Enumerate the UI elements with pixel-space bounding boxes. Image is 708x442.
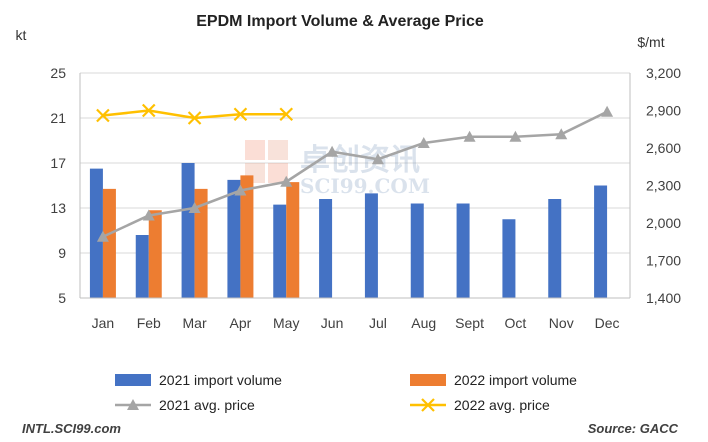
- legend-label-2021-import-volume: 2021 import volume: [159, 372, 282, 388]
- footer-source: Source: GACC: [587, 421, 678, 436]
- bar-2021-import-volume: [227, 179, 241, 298]
- legend-marker-2022-avg-price: [421, 398, 435, 412]
- legend-label-2022-avg-price: 2022 avg. price: [454, 397, 550, 413]
- marker-2021-avg-price: [142, 209, 155, 221]
- axes: 5 9 13 17 21 25 1,400 1,700 2,000 2,300 2,600 2,900…: [50, 65, 681, 331]
- marker-2021-avg-price: [96, 230, 109, 242]
- marker-2021-avg-price: [463, 130, 476, 142]
- category-label: Nov: [549, 315, 574, 331]
- right-tick-label: 1,400: [646, 290, 681, 306]
- bar-2022-import-volume: [240, 175, 254, 298]
- category-label: May: [273, 315, 299, 331]
- bar-2021-import-volume: [456, 203, 470, 298]
- left-tick-label: 25: [50, 65, 66, 81]
- marker-2021-avg-price: [371, 153, 384, 165]
- category-label: Jun: [321, 315, 344, 331]
- left-tick-label: 21: [50, 110, 66, 126]
- left-tick-label: 13: [50, 200, 66, 216]
- bar-2021-import-volume: [135, 235, 149, 298]
- marker-2021-avg-price: [417, 137, 430, 148]
- marker-2022-avg-price: [279, 107, 294, 122]
- plot-area: [89, 103, 614, 298]
- bar-2022-import-volume: [102, 188, 116, 298]
- category-label: Feb: [137, 315, 161, 331]
- left-tick-label: 17: [50, 155, 66, 171]
- marker-2021-avg-price: [326, 145, 339, 157]
- category-label: Jan: [92, 315, 115, 331]
- legend-swatch-2022-import-volume: [410, 374, 446, 386]
- right-tick-label: 2,600: [646, 140, 681, 156]
- right-tick-label: 2,300: [646, 178, 681, 194]
- left-tick-label: 5: [58, 290, 66, 306]
- marker-2021-avg-price: [234, 184, 247, 196]
- bar-2021-import-volume: [89, 168, 103, 298]
- marker-2021-avg-price: [555, 128, 568, 140]
- category-label: Apr: [230, 315, 252, 331]
- marker-2022-avg-price: [141, 103, 156, 118]
- left-axis-unit: kt: [16, 27, 27, 43]
- bar-2021-import-volume: [364, 193, 378, 298]
- legend-label-2021-avg-price: 2021 avg. price: [159, 397, 255, 413]
- bar-2021-import-volume: [502, 219, 516, 298]
- marker-2021-avg-price: [601, 105, 614, 117]
- category-label: Dec: [595, 315, 620, 331]
- bar-2021-import-volume: [181, 163, 195, 298]
- marker-2022-avg-price: [233, 107, 248, 122]
- category-label: Jul: [369, 315, 387, 331]
- right-axis-unit: $/mt: [637, 34, 664, 50]
- marker-2022-avg-price: [96, 108, 110, 123]
- marker-2021-avg-price: [280, 175, 293, 187]
- bar-2021-import-volume: [548, 199, 562, 298]
- bar-2022-import-volume: [194, 188, 208, 298]
- bar-2022-import-volume: [286, 182, 300, 298]
- right-tick-label: 3,200: [646, 65, 681, 81]
- bar-2021-import-volume: [594, 185, 608, 298]
- left-tick-label: 9: [58, 245, 66, 261]
- category-label: Mar: [183, 315, 207, 331]
- bar-2021-import-volume: [273, 204, 287, 298]
- right-tick-label: 1,700: [646, 253, 681, 269]
- category-label: Sept: [455, 315, 484, 331]
- right-tick-label: 2,000: [646, 215, 681, 231]
- bar-2021-import-volume: [410, 203, 424, 298]
- legend-marker-2021-avg-price: [127, 399, 139, 410]
- footer-site: INTL.SCI99.com: [22, 421, 121, 436]
- bar-2022-import-volume: [148, 210, 162, 298]
- legend: 2021 import volume 2022 import volume 2021…: [115, 372, 577, 413]
- category-label: Oct: [505, 315, 527, 331]
- marker-2021-avg-price: [188, 202, 201, 213]
- legend-label-2022-import-volume: 2022 import volume: [454, 372, 577, 388]
- category-label: Aug: [411, 315, 436, 331]
- line-2021-avg-price: [102, 110, 608, 238]
- bar-2021-import-volume: [319, 199, 333, 298]
- marker-2021-avg-price: [509, 130, 522, 142]
- right-tick-label: 2,900: [646, 103, 681, 119]
- chart-title: EPDM Import Volume & Average Price: [196, 13, 484, 30]
- watermark: 卓创资讯 SCI99.COM: [245, 140, 430, 198]
- legend-swatch-2021-import-volume: [115, 374, 151, 386]
- marker-2022-avg-price: [187, 111, 202, 125]
